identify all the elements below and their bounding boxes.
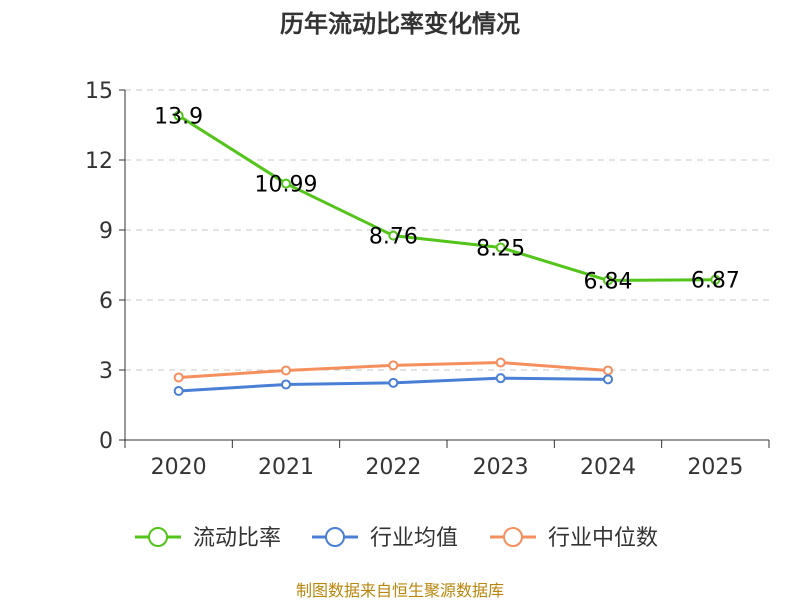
- data-label: 13.9: [154, 105, 203, 130]
- legend[interactable]: 流动比率 行业均值 行业中位数: [135, 526, 658, 551]
- y-tick-label: 9: [99, 219, 113, 244]
- legend-label: 行业中位数: [548, 526, 658, 551]
- data-point: [173, 372, 184, 383]
- data-label: 8.76: [369, 225, 418, 250]
- legend-marker: [503, 527, 523, 547]
- x-tick-label: 2022: [365, 455, 421, 480]
- series-line-0: [177, 114, 716, 282]
- data-point: [281, 379, 291, 390]
- data-point: [710, 274, 721, 285]
- data-point: [173, 386, 184, 396]
- legend-item-2[interactable]: 行业中位数: [490, 526, 658, 551]
- data-label: 8.25: [476, 237, 525, 262]
- data-label: 10.99: [255, 173, 318, 198]
- data-labels: 13.9 10.99 8.76 8.25 6.84 6.87: [154, 105, 740, 295]
- data-point: [495, 357, 506, 368]
- y-tick-label: 6: [99, 289, 113, 314]
- data-point: [603, 365, 613, 376]
- source-note: 制图数据来自恒生聚源数据库: [296, 581, 504, 600]
- data-point: [495, 373, 506, 384]
- legend-marker: [325, 527, 345, 547]
- series: [173, 110, 721, 396]
- y-tick-label: 0: [99, 429, 113, 454]
- y-tick-label: 3: [99, 359, 113, 384]
- y-tick-label: 15: [85, 79, 113, 104]
- series-0: [173, 110, 721, 286]
- y-tick-label: 12: [85, 149, 113, 174]
- x-tick-label: 2023: [473, 455, 529, 480]
- data-label: 6.84: [584, 269, 633, 294]
- legend-marker: [148, 527, 168, 547]
- series-2: [173, 357, 613, 383]
- series-1: [173, 373, 613, 396]
- data-point: [173, 110, 184, 121]
- data-label: 6.87: [691, 269, 740, 294]
- axes: 0 3 6 9 12 15 2020 2021 2022 2023 2024 2025: [85, 79, 770, 480]
- x-tick-label: 2021: [258, 455, 314, 480]
- data-point: [388, 230, 399, 241]
- legend-item-1[interactable]: 行业均值: [312, 526, 458, 551]
- data-point: [388, 377, 399, 388]
- data-point: [603, 374, 613, 385]
- legend-label: 行业均值: [370, 526, 458, 551]
- data-point: [603, 275, 613, 286]
- data-point: [281, 365, 291, 376]
- data-point: [495, 242, 506, 253]
- data-point: [388, 360, 399, 371]
- x-tick-label: 2025: [687, 455, 743, 480]
- chart-title: 历年流动比率变化情况: [280, 10, 520, 38]
- legend-item-0[interactable]: 流动比率: [135, 526, 281, 551]
- x-tick-label: 2020: [151, 455, 207, 480]
- x-tick-label: 2024: [580, 455, 636, 480]
- data-point: [281, 178, 291, 189]
- grid: [125, 89, 769, 371]
- legend-label: 流动比率: [193, 526, 281, 551]
